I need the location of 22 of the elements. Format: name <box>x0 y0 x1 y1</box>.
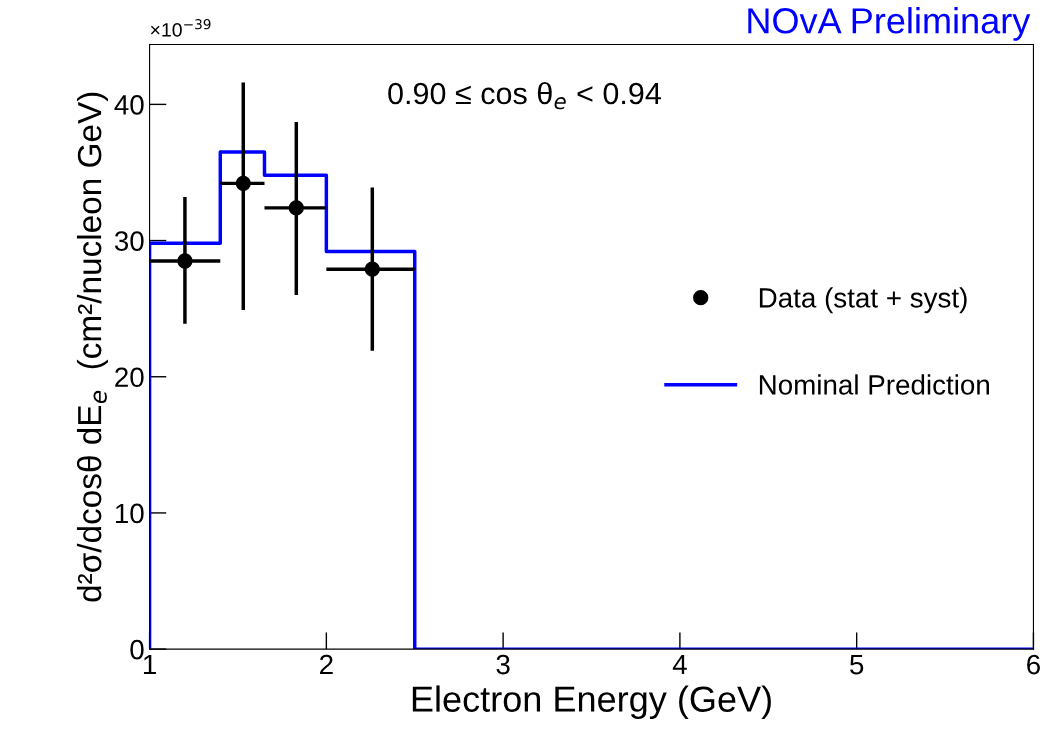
x-tick-label: 2 <box>320 654 333 675</box>
point <box>177 253 193 269</box>
point <box>364 261 380 277</box>
text: ×10$^{−39}$ <box>150 19 211 37</box>
point <box>235 175 251 192</box>
legend-label: Nominal Prediction <box>759 374 989 395</box>
chart-title: NOvA Preliminary <box>748 7 1031 41</box>
x-tick-label: 5 <box>850 655 864 675</box>
annotation: 0.90 ≤ cos θ$_{e}$ < 0.94 <box>388 81 661 110</box>
y-tick-label: 30 <box>114 231 144 251</box>
y-tick-label: 40 <box>114 95 144 115</box>
point <box>288 200 304 216</box>
x-tick-label: 6 <box>1027 654 1040 675</box>
x-tick-label: 4 <box>672 655 687 675</box>
x-tick-label: 1 <box>143 655 156 675</box>
y-tick-label: 0 <box>130 639 144 660</box>
y-tick-label: 10 <box>115 503 144 524</box>
x-axis-title: Electron Energy (GeV) <box>412 685 771 720</box>
legend-label: Data (stat + syst) <box>759 287 967 314</box>
x-tick-label: 3 <box>496 654 510 675</box>
y-axis-title: d²σ/dcosθ dE$_{e}$ (cm²/nucleon GeV) <box>76 92 108 602</box>
y-tick-label: 20 <box>115 367 144 388</box>
